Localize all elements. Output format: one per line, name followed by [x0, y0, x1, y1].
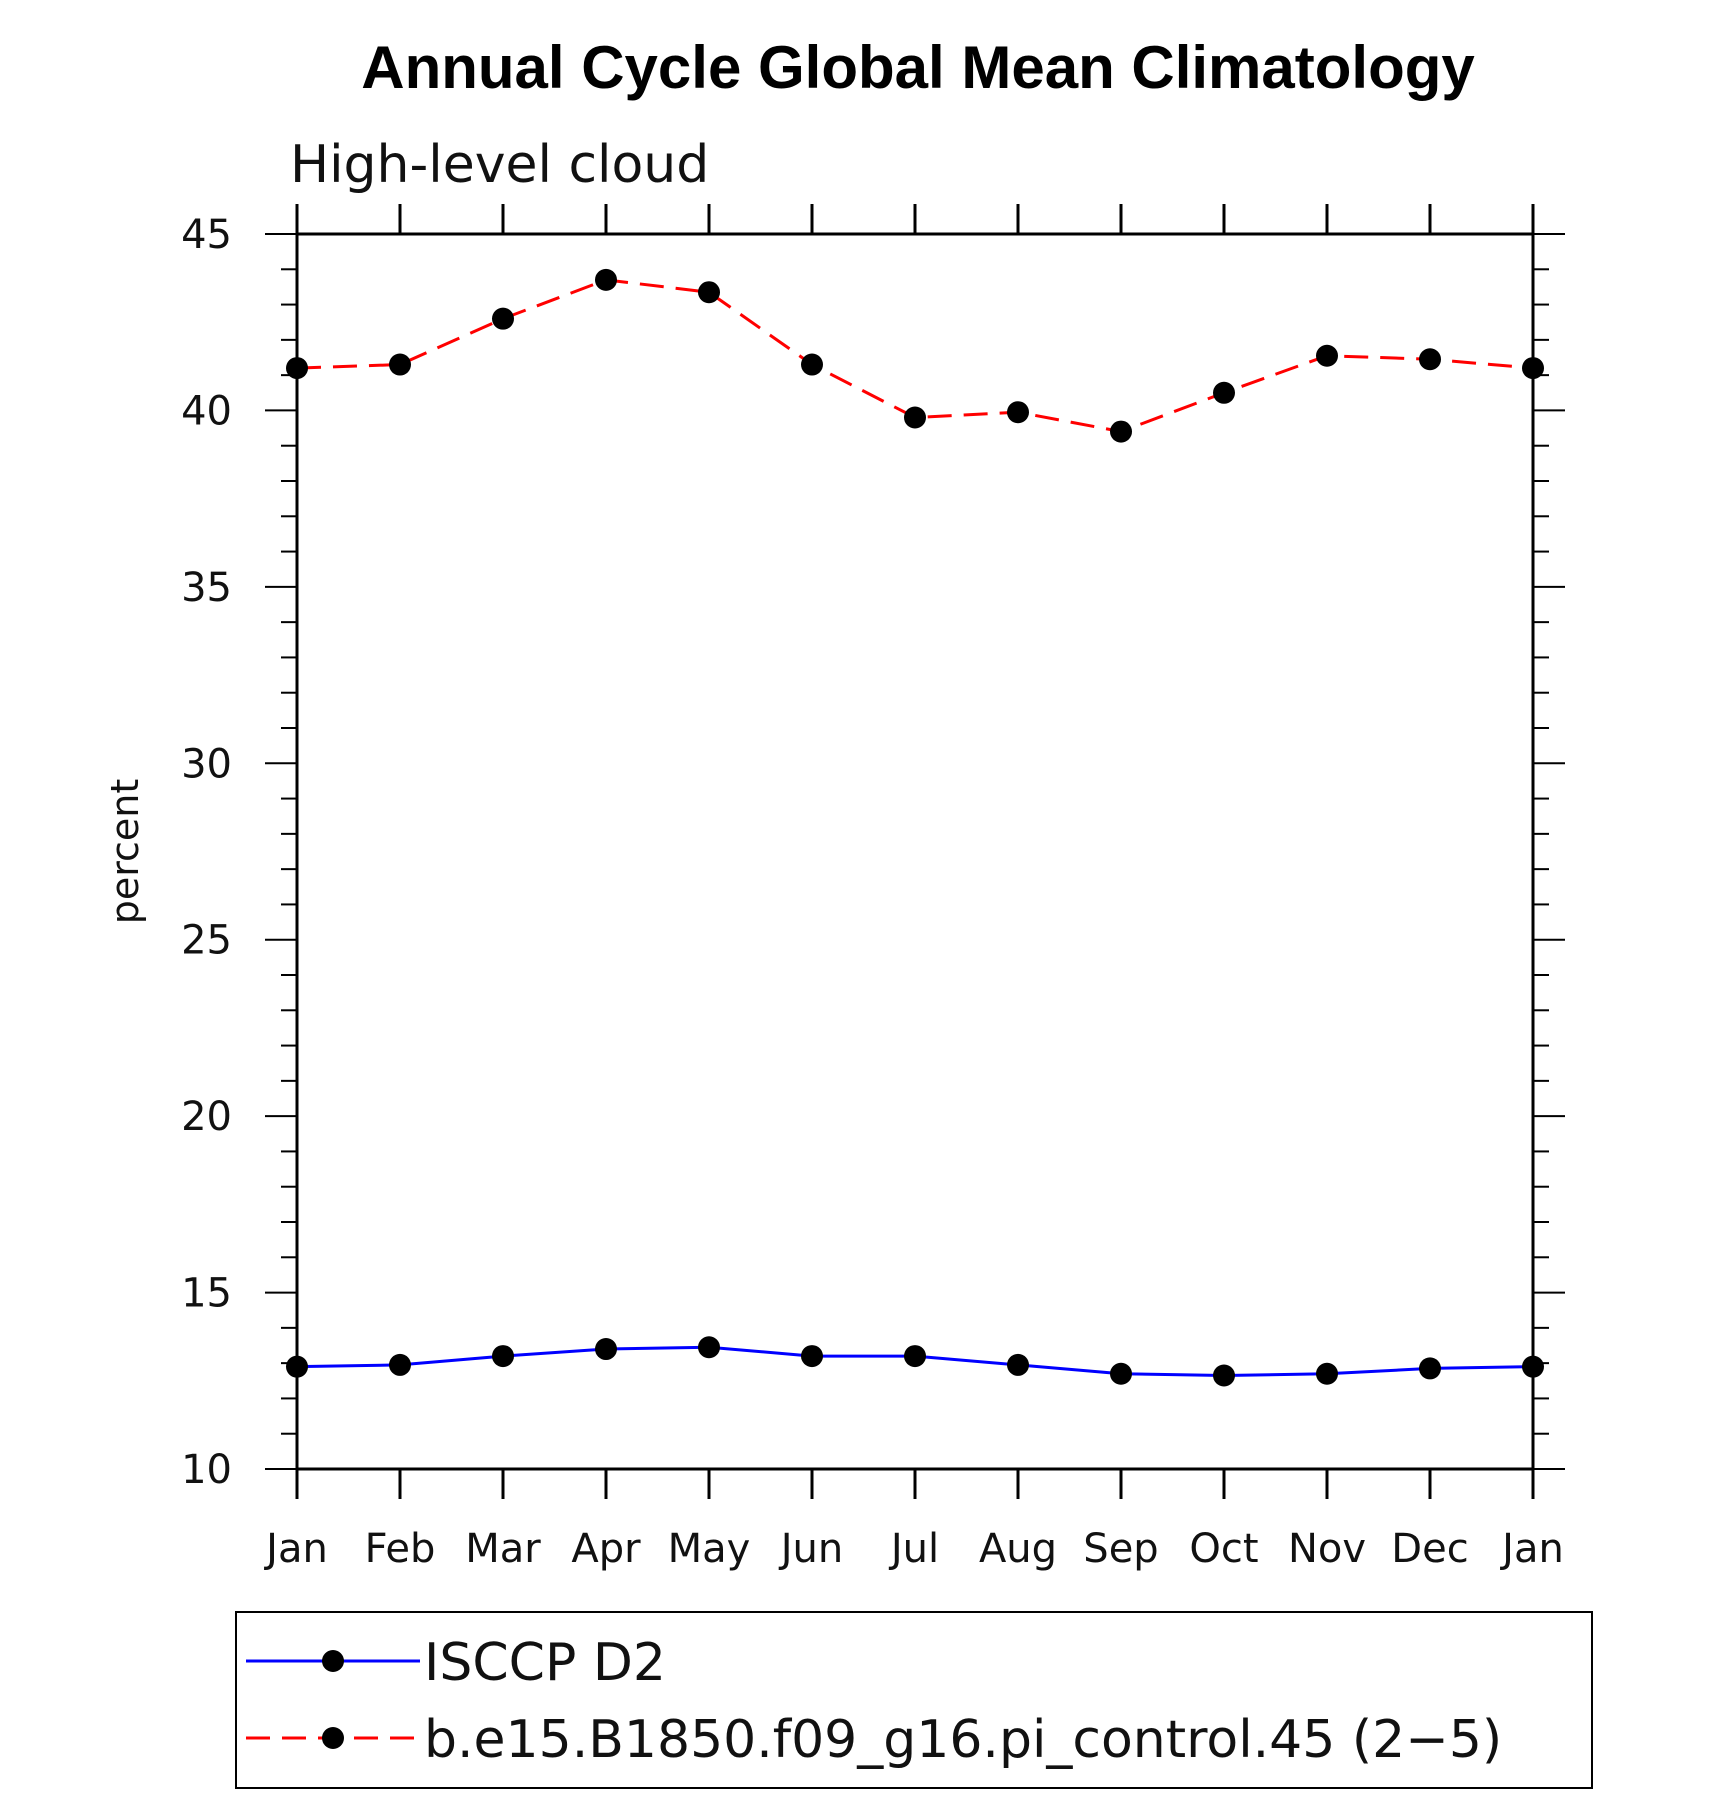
- legend-marker: [322, 1727, 344, 1749]
- series-point: [1316, 344, 1338, 367]
- y-axis-ticks: 10 15 20 25 30 35 40 45: [181, 212, 1565, 1493]
- x-tick-label: Jan: [263, 1526, 328, 1572]
- y-tick-label: 45: [181, 212, 232, 258]
- x-tick-label: Jul: [888, 1526, 939, 1572]
- chart-subtitle: High-level cloud: [290, 135, 709, 195]
- series-point: [698, 1336, 720, 1359]
- y-axis-label: percent: [103, 779, 147, 925]
- x-tick-label: Jan: [1499, 1526, 1564, 1572]
- series-point: [286, 1355, 308, 1378]
- series-point: [492, 1345, 514, 1368]
- x-tick-label: Aug: [979, 1526, 1057, 1572]
- series-point: [1110, 1362, 1132, 1385]
- series-point: [904, 1345, 926, 1368]
- series-point: [801, 1345, 823, 1368]
- y-tick-label: 15: [181, 1271, 232, 1317]
- series-point: [801, 353, 823, 376]
- series-point: [1110, 420, 1132, 443]
- chart-title: Annual Cycle Global Mean Climatology: [361, 34, 1475, 101]
- series-point: [1213, 381, 1235, 404]
- series-point: [1419, 348, 1441, 371]
- x-tick-label: Nov: [1288, 1526, 1366, 1572]
- series-point: [595, 268, 617, 291]
- x-tick-label: Dec: [1391, 1526, 1468, 1572]
- series-point: [1522, 1355, 1544, 1378]
- series-point: [286, 357, 308, 380]
- legend-label: ISCCP D2: [424, 1633, 666, 1693]
- x-axis-ticks: Jan Feb Mar Apr May Jun Jul Aug Sep Oct Nov Dec Jan: [263, 204, 1564, 1572]
- y-tick-label: 40: [181, 388, 232, 434]
- legend: ISCCP D2 b.e15.B1850.f09_g16.pi_control.4…: [246, 1633, 1502, 1770]
- x-tick-label: Sep: [1083, 1526, 1158, 1572]
- series-point: [1419, 1357, 1441, 1380]
- series-point: [1213, 1364, 1235, 1387]
- legend-label: b.e15.B1850.f09_g16.pi_control.45 (2−5): [424, 1710, 1502, 1770]
- series-point: [1316, 1362, 1338, 1385]
- series-point: [595, 1338, 617, 1361]
- x-tick-label: May: [668, 1526, 751, 1572]
- y-tick-label: 35: [181, 565, 232, 611]
- series-point: [904, 406, 926, 429]
- series-point: [492, 307, 514, 330]
- series-point: [1007, 1353, 1029, 1376]
- y-tick-label: 20: [181, 1094, 232, 1140]
- y-tick-label: 25: [181, 918, 232, 964]
- x-tick-label: Jun: [778, 1526, 844, 1572]
- x-tick-label: Apr: [571, 1526, 641, 1572]
- x-tick-label: Feb: [365, 1526, 436, 1572]
- y-tick-label: 30: [181, 741, 232, 787]
- legend-box: [235, 1611, 1593, 1789]
- legend-marker: [322, 1650, 344, 1672]
- series-point: [389, 1353, 411, 1376]
- series-layer: [286, 268, 1544, 1387]
- series-point: [1522, 357, 1544, 380]
- series-point: [389, 353, 411, 376]
- series-point: [1007, 401, 1029, 424]
- x-tick-label: Oct: [1189, 1526, 1258, 1572]
- y-tick-label: 10: [181, 1447, 232, 1493]
- x-tick-label: Mar: [465, 1526, 541, 1572]
- series-point: [698, 281, 720, 304]
